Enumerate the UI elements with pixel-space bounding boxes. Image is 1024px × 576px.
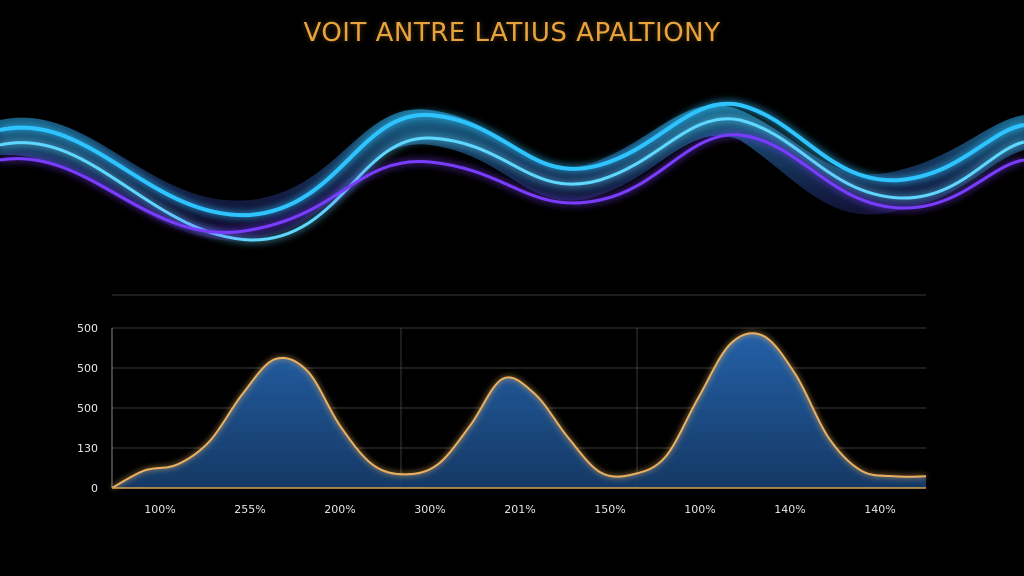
chart-title: VOIT ANTRE LATIUS APALTIONY	[303, 18, 721, 48]
area-fill	[112, 333, 926, 488]
x-tick-label: 100%	[684, 503, 715, 516]
wave-band	[0, 105, 1024, 241]
x-tick-label: 140%	[864, 503, 895, 516]
x-tick-label: 150%	[594, 503, 625, 516]
x-tick-label: 200%	[324, 503, 355, 516]
x-tick-label: 100%	[144, 503, 175, 516]
x-tick-label: 201%	[504, 503, 535, 516]
x-axis-ticks: 100% 255% 200% 300% 201% 150% 100% 140% 140%	[144, 503, 895, 516]
x-tick-label: 140%	[774, 503, 805, 516]
y-axis-ticks: 0 130 500 500 500	[77, 322, 98, 495]
x-tick-label: 300%	[414, 503, 445, 516]
wave-line-cyan	[0, 117, 1024, 242]
y-tick-label: 500	[77, 362, 98, 375]
wave-line-blue	[0, 101, 1024, 218]
y-tick-label: 0	[91, 482, 98, 495]
area-series	[111, 332, 927, 489]
y-tick-label: 500	[77, 402, 98, 415]
decorative-waves	[0, 101, 1024, 242]
x-tick-label: 255%	[234, 503, 265, 516]
y-tick-label: 130	[77, 442, 98, 455]
area-outline	[111, 332, 927, 489]
wave-line-purple	[0, 133, 1024, 234]
y-tick-label: 500	[77, 322, 98, 335]
